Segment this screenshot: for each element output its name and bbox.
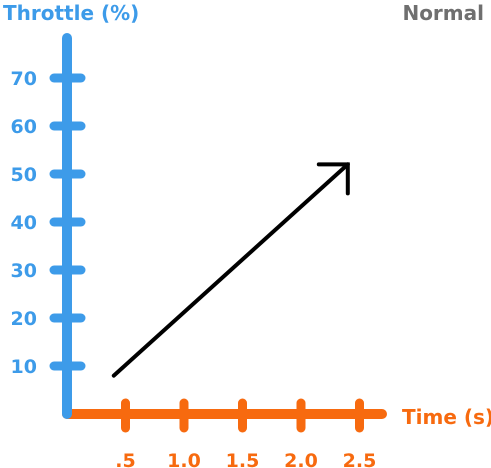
y-tick-label: 30 bbox=[11, 260, 37, 282]
y-tick-label: 40 bbox=[11, 212, 37, 234]
x-tick-label: .5 bbox=[115, 450, 135, 468]
mode-label: Normal bbox=[402, 1, 484, 25]
y-axis-title: Throttle (%) bbox=[3, 1, 139, 25]
x-axis-title: Time (s) bbox=[402, 405, 491, 429]
y-tick-label: 50 bbox=[11, 164, 37, 186]
arrow-line bbox=[111, 162, 350, 378]
y-tick-label: 70 bbox=[11, 68, 37, 90]
x-tick-label: 1.5 bbox=[226, 450, 260, 468]
x-tick-label: 2.0 bbox=[284, 450, 318, 468]
series-layer bbox=[111, 162, 350, 378]
y-tick-label: 10 bbox=[11, 356, 37, 378]
x-tick-label: 2.5 bbox=[343, 450, 377, 468]
arrow-head bbox=[316, 162, 350, 196]
x-tick-label: 1.0 bbox=[167, 450, 201, 468]
y-tick-label: 60 bbox=[11, 116, 37, 138]
y-tick-label: 20 bbox=[11, 308, 37, 330]
